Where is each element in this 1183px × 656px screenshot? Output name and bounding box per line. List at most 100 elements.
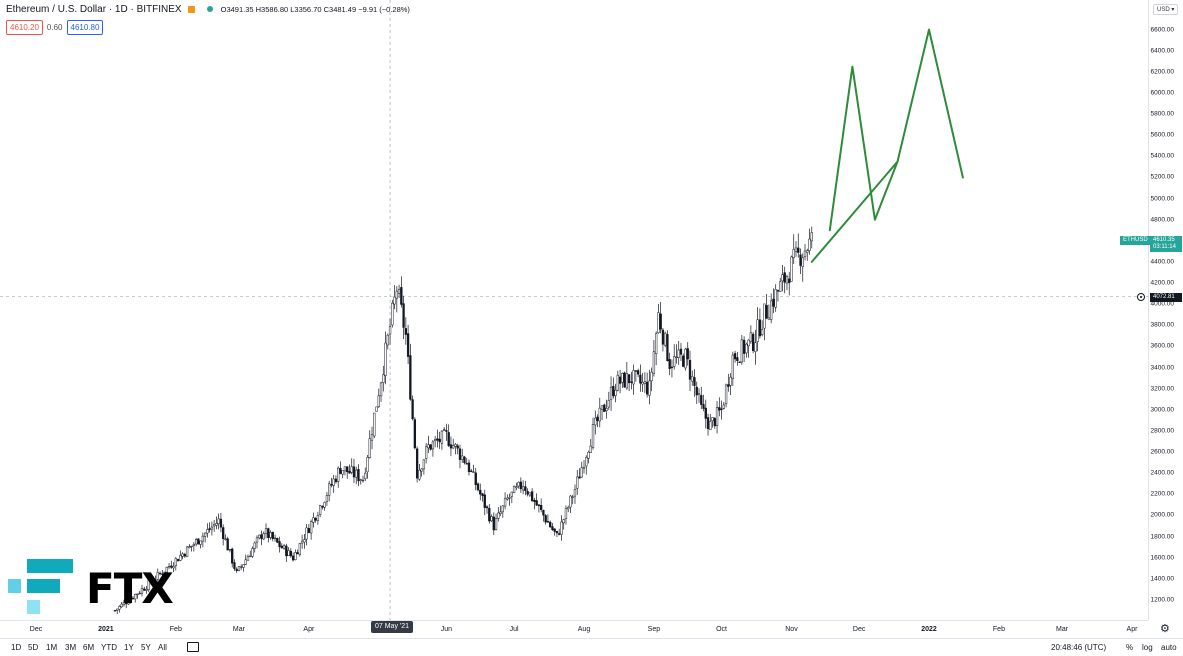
candle: [143, 586, 146, 591]
candle: [636, 368, 640, 378]
crosshair-target-icon[interactable]: [1137, 293, 1145, 301]
candle: [684, 347, 687, 371]
candle: [650, 367, 653, 392]
ftx-logo-mark: [8, 559, 73, 614]
candle: [686, 342, 689, 366]
price-axis[interactable]: 1200.00 1400.00 1600.00 1800.00 2000.00 2200.…: [1148, 0, 1183, 620]
timeframe-5y-button[interactable]: 5Y: [141, 643, 151, 652]
candle: [431, 440, 435, 457]
candle: [197, 538, 200, 545]
candle: [136, 593, 139, 599]
log-toggle[interactable]: log: [1142, 643, 1153, 652]
candle: [659, 302, 662, 334]
candle: [693, 369, 696, 397]
candle: [206, 523, 209, 538]
candle: [808, 228, 811, 255]
candle: [447, 424, 450, 447]
candle: [395, 286, 398, 313]
timeframe-ytd-button[interactable]: YTD: [101, 643, 117, 652]
currency-selector[interactable]: USD ▾: [1153, 4, 1179, 15]
timeframe-5d-button[interactable]: 5D: [28, 643, 39, 652]
candle: [303, 533, 306, 549]
candle: [675, 344, 678, 364]
candle: [231, 547, 234, 568]
candle: [305, 524, 308, 546]
candle: [255, 535, 259, 549]
gear-icon[interactable]: ⚙: [1160, 623, 1170, 635]
percent-toggle[interactable]: %: [1126, 643, 1134, 652]
candle: [307, 524, 311, 534]
candle: [560, 515, 563, 541]
price-chart[interactable]: [0, 0, 1148, 620]
buy-price-button[interactable]: 4610.80: [66, 20, 104, 35]
candle: [456, 443, 459, 455]
candle: [219, 512, 223, 533]
candle: [323, 501, 326, 511]
candle: [709, 413, 712, 431]
candle: [120, 601, 123, 608]
candle: [783, 266, 786, 294]
candle: [337, 466, 340, 488]
candle: [645, 372, 649, 398]
candle: [576, 470, 579, 495]
candle: [546, 514, 550, 523]
sell-price-button[interactable]: 4610.20: [6, 20, 43, 35]
price-axis-tick: 4800.00: [1150, 216, 1175, 224]
bar-countdown: 03:11:14: [1153, 244, 1176, 250]
symbol-legend[interactable]: Ethereum / U.S. Dollar · 1D · BITFINEX O3…: [6, 4, 410, 15]
candle: [343, 466, 347, 476]
candle: [517, 481, 520, 489]
go-to-date-icon[interactable]: [187, 642, 199, 652]
candle: [657, 304, 660, 334]
ftx-logo-text: FTX: [86, 564, 174, 613]
candle: [697, 388, 701, 403]
candle: [639, 364, 642, 392]
candle: [192, 542, 196, 552]
time-axis-tick: 2021: [98, 626, 114, 633]
timeframe-1y-button[interactable]: 1Y: [124, 643, 134, 652]
candle: [803, 244, 807, 261]
candle: [603, 403, 606, 412]
candle: [404, 317, 407, 345]
timeframe-1m-button[interactable]: 1M: [46, 643, 58, 652]
candle: [411, 395, 414, 421]
time-axis[interactable]: Dec 2021 Feb Mar Apr Jun Jul Aug Sep Oct Nov Dec 202…: [0, 620, 1148, 638]
candle: [203, 532, 207, 543]
candle: [300, 534, 304, 549]
auto-toggle[interactable]: auto: [1161, 643, 1177, 652]
candle: [208, 522, 211, 533]
candle: [264, 523, 268, 539]
candle: [251, 546, 254, 558]
candle: [666, 330, 669, 362]
candle: [199, 540, 202, 549]
candle: [443, 426, 446, 431]
candle: [158, 571, 162, 576]
candle: [702, 394, 705, 412]
timeframe-all-button[interactable]: All: [158, 643, 167, 652]
candle: [772, 288, 775, 314]
time-axis-tick: Apr: [303, 626, 315, 633]
candle: [664, 331, 667, 348]
candle: [427, 435, 430, 454]
timeframe-1d-button[interactable]: 1D: [11, 643, 22, 652]
candle: [116, 608, 119, 615]
time-axis-tick: Dec: [29, 626, 43, 633]
candle: [727, 373, 730, 392]
crosshair: [0, 0, 1148, 620]
time-axis-tick: Nov: [785, 626, 798, 633]
candle: [355, 466, 358, 485]
candle: [607, 391, 610, 411]
candle: [118, 605, 121, 613]
candle: [740, 334, 744, 365]
candle: [553, 528, 556, 536]
candle: [704, 399, 707, 429]
candle: [582, 460, 586, 474]
price-axis-tick: 3200.00: [1150, 385, 1175, 393]
utc-clock[interactable]: 20:48:46 (UTC): [1051, 643, 1107, 652]
candle: [542, 509, 545, 522]
candle: [312, 512, 315, 528]
candle: [555, 530, 559, 538]
candle: [262, 531, 265, 541]
timeframe-6m-button[interactable]: 6M: [83, 643, 95, 652]
timeframe-3m-button[interactable]: 3M: [65, 643, 77, 652]
